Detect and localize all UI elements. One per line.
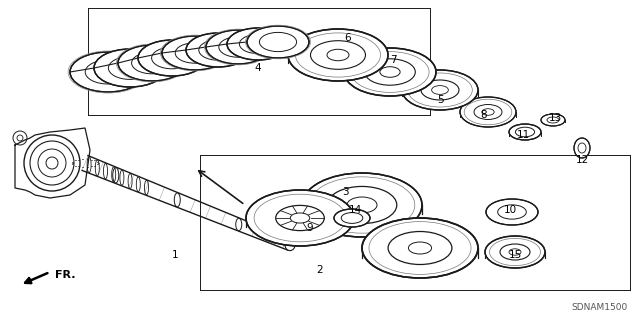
Ellipse shape [118,45,186,81]
Polygon shape [15,128,90,198]
Ellipse shape [186,33,250,67]
Ellipse shape [288,29,388,81]
Text: SDNAM1500: SDNAM1500 [572,303,628,313]
Ellipse shape [362,218,478,278]
Ellipse shape [344,48,436,96]
Ellipse shape [162,36,228,70]
Ellipse shape [541,114,565,126]
Text: 15: 15 [508,250,522,260]
Ellipse shape [113,168,119,183]
Ellipse shape [138,40,206,76]
Ellipse shape [302,173,422,237]
Ellipse shape [334,209,370,227]
Text: FR.: FR. [55,270,76,280]
Text: 6: 6 [345,33,351,43]
Text: 4: 4 [255,63,261,73]
Ellipse shape [24,135,80,191]
Ellipse shape [247,26,309,58]
Text: 11: 11 [516,130,530,140]
Text: 3: 3 [342,187,348,197]
Text: 10: 10 [504,205,516,215]
Ellipse shape [485,236,545,268]
Ellipse shape [70,52,146,92]
Text: 8: 8 [481,110,487,120]
Ellipse shape [94,49,166,87]
Ellipse shape [285,239,295,251]
Ellipse shape [509,124,541,140]
Ellipse shape [460,97,516,127]
Ellipse shape [206,30,270,64]
Ellipse shape [402,70,478,110]
Text: 2: 2 [317,265,323,275]
Text: 14: 14 [348,205,362,215]
Ellipse shape [174,193,180,207]
Text: 1: 1 [172,250,179,260]
Ellipse shape [236,218,242,231]
Text: 9: 9 [307,223,314,233]
Ellipse shape [246,190,354,246]
Text: 7: 7 [390,55,396,65]
Text: 12: 12 [575,155,589,165]
Ellipse shape [227,28,289,60]
Ellipse shape [574,138,590,158]
Ellipse shape [486,199,538,225]
Text: 5: 5 [436,95,444,105]
Text: 13: 13 [548,113,562,123]
